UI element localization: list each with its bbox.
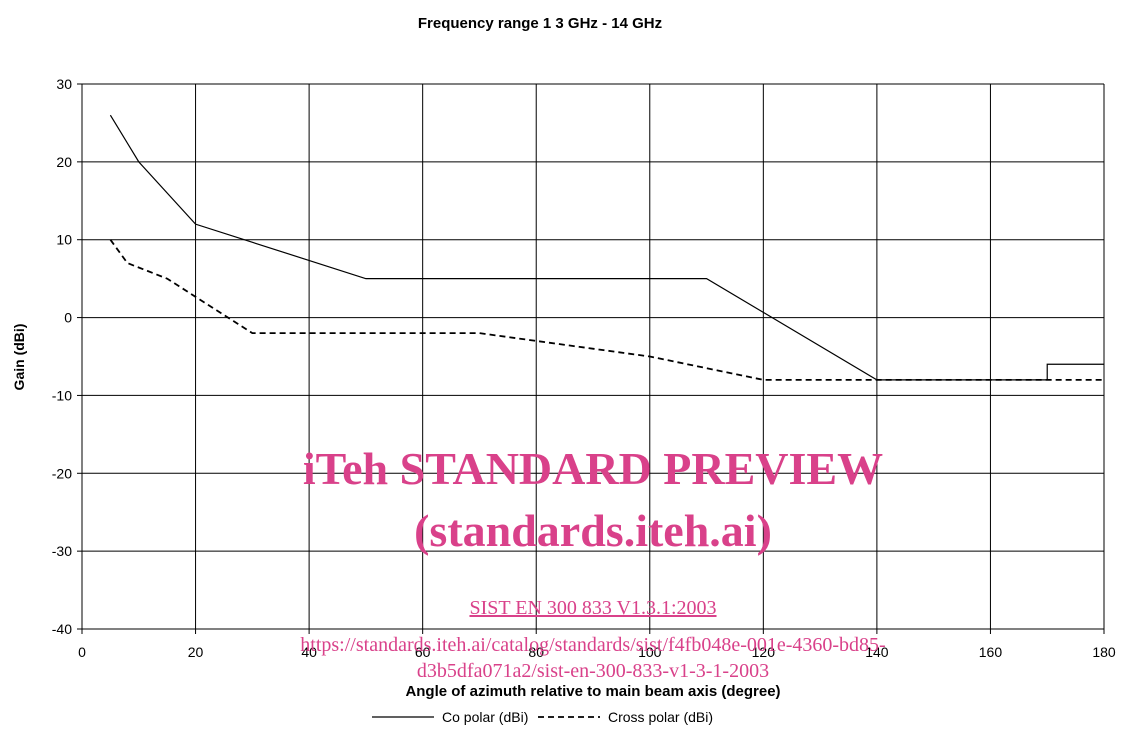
x-tick-label: 140 <box>865 644 889 660</box>
y-tick-label: 30 <box>56 76 72 92</box>
x-tick-label: 60 <box>415 644 431 660</box>
legend-label: Cross polar (dBi) <box>608 709 713 725</box>
watermark: d3b5dfa071a2/sist-en-300-833-v1-3-1-2003 <box>417 660 769 682</box>
series-line <box>109 239 1104 381</box>
x-tick-label: 120 <box>752 644 776 660</box>
series-line <box>109 114 1104 381</box>
x-tick-label: 80 <box>528 644 544 660</box>
y-tick-label: 10 <box>56 232 72 248</box>
x-tick-label: 180 <box>1092 644 1116 660</box>
x-axis-label: Angle of azimuth relative to main beam a… <box>405 683 780 700</box>
y-axis-label: Gain (dBi) <box>11 324 27 391</box>
x-tick-label: 100 <box>638 644 662 660</box>
y-tick-label: -10 <box>52 387 72 403</box>
y-tick-label: -20 <box>52 465 72 481</box>
y-tick-label: 0 <box>64 310 72 326</box>
legend-label: Co polar (dBi) <box>442 709 528 725</box>
y-tick-label: 20 <box>56 154 72 170</box>
y-tick-label: -40 <box>52 621 72 637</box>
watermark: SIST EN 300 833 V1.3.1:2003 <box>469 597 716 619</box>
watermark: iTeh STANDARD PREVIEW <box>303 443 883 494</box>
chart-title: Frequency range 1 3 GHz - 14 GHz <box>418 15 662 32</box>
x-tick-label: 0 <box>78 644 86 660</box>
x-tick-label: 160 <box>979 644 1003 660</box>
x-tick-label: 40 <box>301 644 317 660</box>
watermark: (standards.iteh.ai) <box>414 505 772 556</box>
y-tick-label: -30 <box>52 543 72 559</box>
watermark: https://standards.iteh.ai/catalog/standa… <box>300 634 885 656</box>
x-tick-label: 20 <box>188 644 204 660</box>
